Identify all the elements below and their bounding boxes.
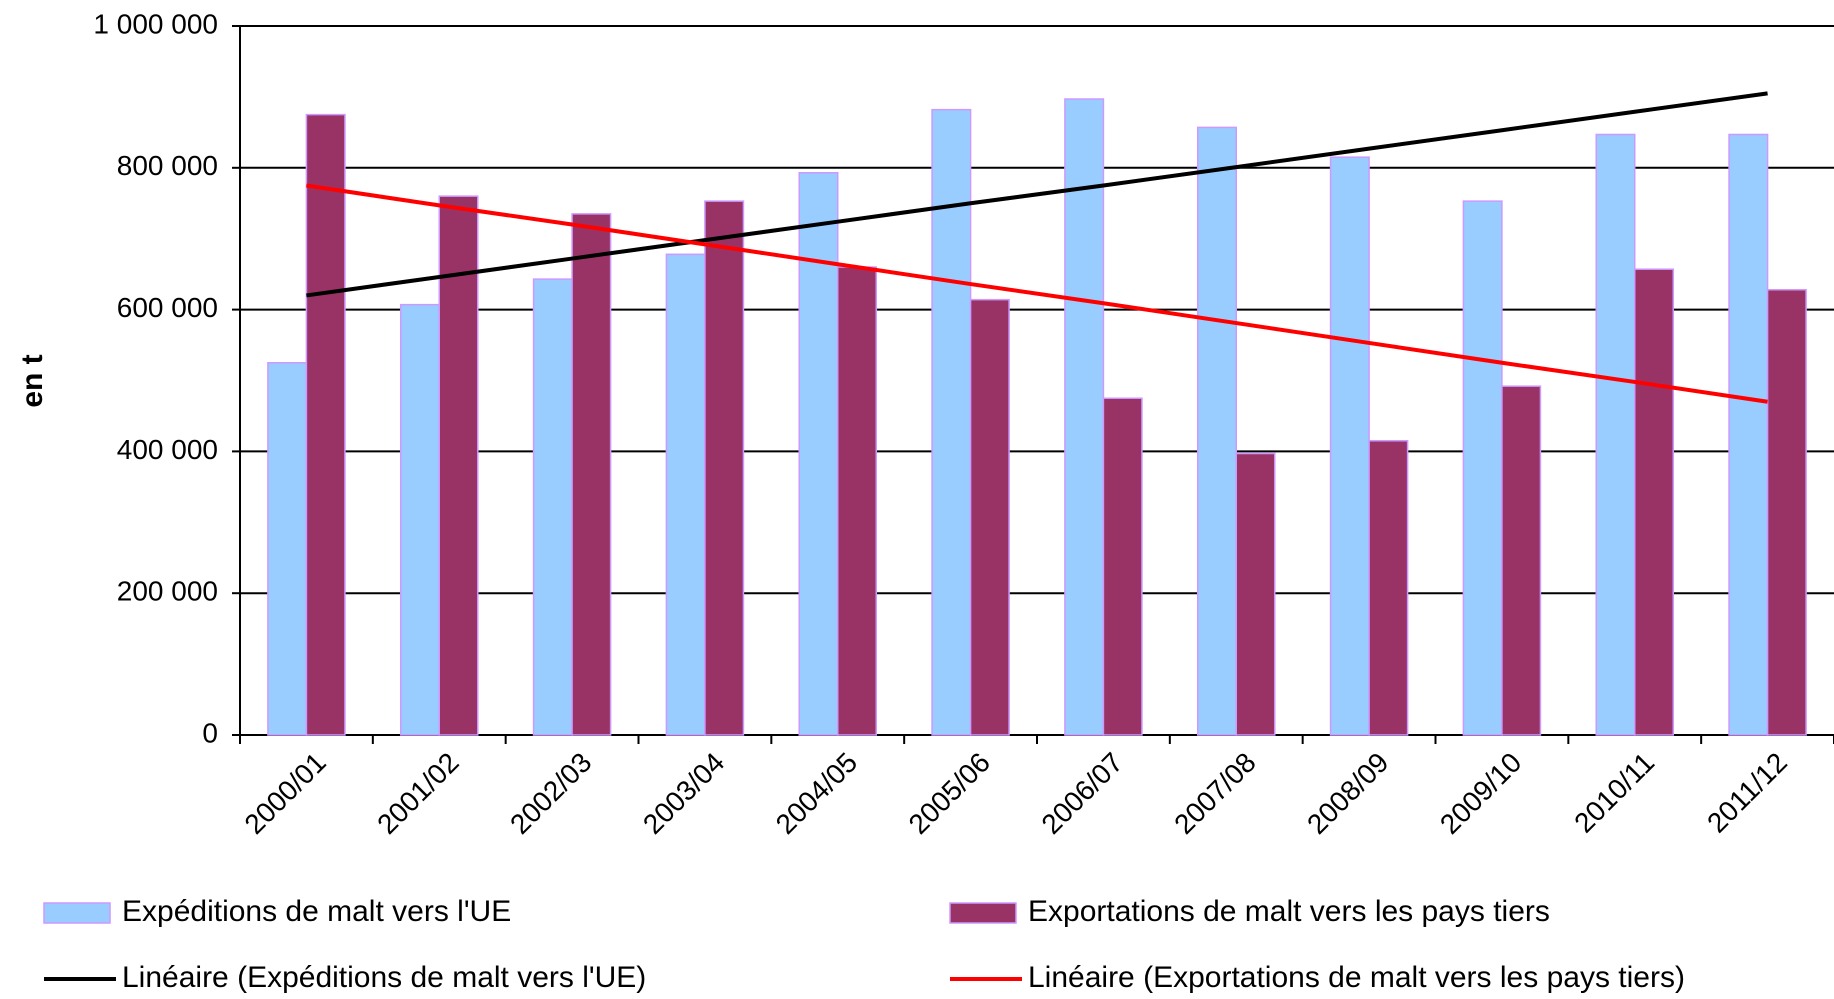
y-tick-label: 200 000: [117, 576, 218, 607]
x-tick-label: 2009/10: [1434, 747, 1527, 840]
y-tick-label: 800 000: [117, 150, 218, 181]
x-tick-label: 2010/11: [1568, 747, 1660, 839]
bar: [1728, 133, 1769, 736]
bar: [1196, 126, 1238, 736]
bar: [665, 253, 706, 736]
bar: [1462, 200, 1503, 736]
bar: [1766, 288, 1807, 736]
bar: [267, 362, 308, 736]
bar: [532, 278, 573, 736]
bar: [1595, 133, 1636, 736]
legend-label: Exportations de malt vers les pays tiers: [1028, 895, 1550, 928]
x-tick-label: 2001/02: [371, 747, 464, 840]
bar: [399, 303, 440, 736]
bar: [305, 113, 346, 736]
bar: [1501, 385, 1542, 736]
bar: [438, 195, 479, 736]
legend-swatch: [949, 902, 1017, 924]
x-tick-label: 2007/08: [1168, 747, 1261, 840]
legend-label: Linéaire (Exportations de malt vers les …: [1028, 961, 1685, 994]
bar: [1235, 452, 1276, 736]
bar: [1368, 440, 1409, 736]
trend-line: [306, 91, 1768, 298]
bar: [969, 298, 1010, 736]
y-tick-label: 600 000: [117, 292, 218, 323]
x-tick-label: 2005/06: [903, 747, 996, 840]
x-tick-label: 2003/04: [637, 747, 730, 840]
x-tick-label: 2000/01: [238, 747, 331, 840]
y-tick-label: 400 000: [117, 434, 218, 465]
x-tick-label: 2011/12: [1701, 747, 1793, 839]
bar: [1329, 156, 1370, 736]
x-tick-label: 2006/07: [1035, 747, 1128, 840]
y-tick-label: 0: [202, 717, 218, 748]
legend-swatch: [43, 902, 111, 924]
bar: [931, 108, 972, 736]
x-tick-label: 2002/03: [504, 747, 597, 840]
bar: [1102, 397, 1143, 736]
legend-label: Expéditions de malt vers l'UE: [122, 895, 511, 928]
bar: [798, 172, 839, 736]
bar: [571, 213, 612, 736]
legend-label: Linéaire (Expéditions de malt vers l'UE): [122, 961, 646, 994]
bar: [1064, 98, 1105, 736]
bar: [1634, 268, 1675, 736]
y-axis-label: en t: [16, 354, 49, 407]
trend-line: [306, 183, 1768, 404]
y-tick-label: 1 000 000: [93, 8, 218, 39]
bar: [837, 266, 878, 736]
bar: [704, 200, 745, 736]
x-tick-label: 2004/05: [770, 747, 863, 840]
x-tick-label: 2008/09: [1301, 747, 1394, 840]
